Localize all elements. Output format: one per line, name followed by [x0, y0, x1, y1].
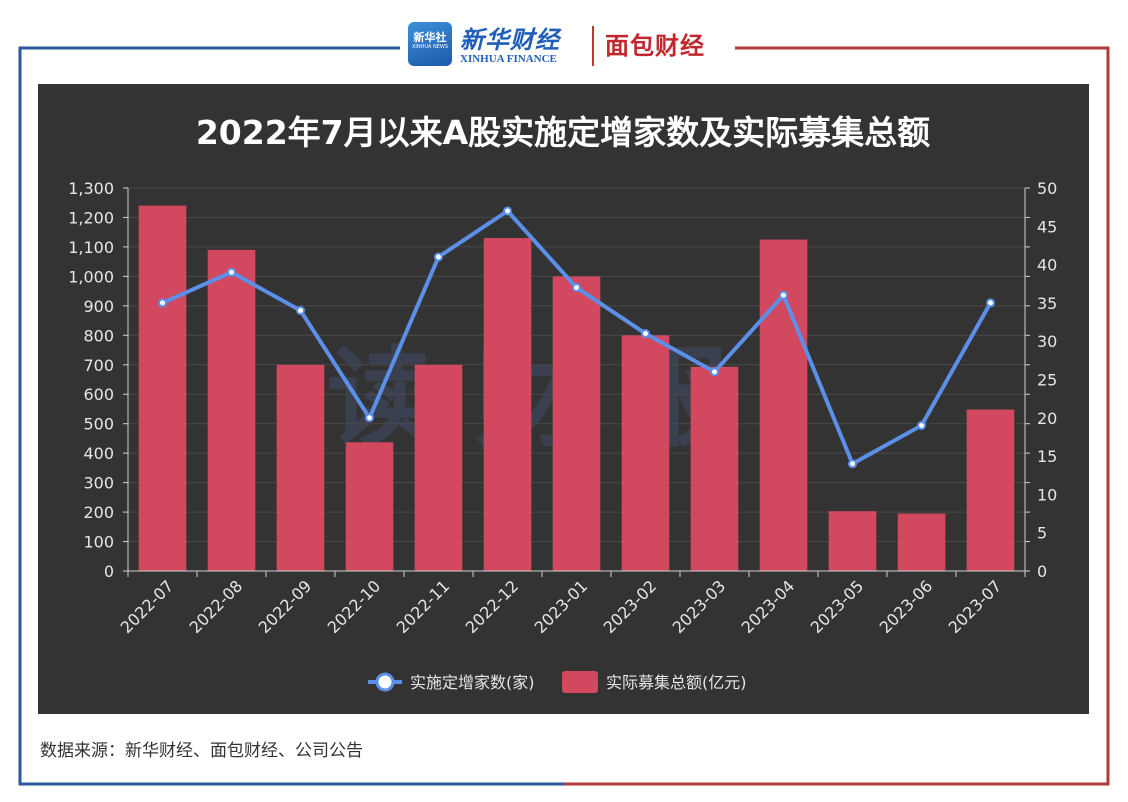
- badge-bottom-text: XINHUA NEWS: [411, 44, 449, 50]
- xinhua-finance-en: XINHUA FINANCE: [460, 53, 557, 65]
- right-axis-tick-label: 0: [1037, 562, 1047, 581]
- bar: [621, 335, 670, 571]
- mianbao-finance-logo: 面包财经: [605, 32, 705, 60]
- x-axis-tick-label: 2022-09: [255, 576, 316, 637]
- bar: [276, 364, 325, 571]
- left-axis-tick-label: 200: [83, 503, 114, 522]
- xinhua-finance-logo: 新华财经 XINHUA FINANCE: [460, 20, 580, 65]
- x-axis-tick-label: 2022-10: [324, 576, 385, 637]
- x-axis-tick-label: 2022-07: [117, 576, 178, 637]
- left-axis-tick-label: 100: [83, 533, 114, 552]
- x-axis-tick-label: 2022-11: [393, 576, 454, 637]
- line-point: [158, 298, 167, 308]
- x-axis-tick-label: 2023-01: [531, 576, 592, 637]
- bar: [483, 238, 532, 572]
- right-axis-tick-label: 45: [1037, 217, 1057, 236]
- left-axis-tick-label: 600: [83, 385, 114, 404]
- x-axis-tick-label: 2023-03: [669, 576, 730, 637]
- xinhua-finance-cn: 新华财经: [460, 25, 560, 54]
- header-logos: 新华社 XINHUA NEWS 新华财经 XINHUA FINANCE 面包财经: [400, 18, 735, 70]
- right-axis-tick-label: 25: [1037, 371, 1057, 390]
- line-point: [917, 420, 926, 430]
- left-axis-tick-label: 900: [83, 297, 114, 316]
- data-source-note: 数据来源：新华财经、面包财经、公司公告: [40, 741, 363, 761]
- line-point: [365, 413, 374, 423]
- bar: [897, 513, 946, 571]
- bar: [414, 364, 463, 571]
- bar: [828, 511, 877, 571]
- bar: [966, 409, 1015, 571]
- chart-title: 2022年7月以来A股实施定增家数及实际募集总额: [196, 113, 930, 152]
- legend-label-bar: 实际募集总额(亿元): [606, 673, 747, 692]
- bar: [207, 249, 256, 571]
- left-axis-tick-label: 1,100: [68, 238, 114, 257]
- right-axis-tick-label: 30: [1037, 332, 1057, 351]
- x-axis-tick-label: 2023-04: [738, 576, 799, 637]
- right-axis-tick-label: 20: [1037, 409, 1057, 428]
- right-axis-tick-label: 5: [1037, 524, 1047, 543]
- bar: [552, 276, 601, 571]
- left-axis-tick-label: 1,000: [68, 267, 114, 286]
- left-axis-tick-label: 300: [83, 474, 114, 493]
- left-axis-tick-label: 0: [104, 562, 114, 581]
- x-axis-tick-label: 2023-06: [876, 576, 937, 637]
- line-point: [848, 459, 857, 469]
- legend-bar-swatch: [562, 671, 598, 693]
- line-point: [434, 252, 443, 262]
- left-axis-tick-label: 1,300: [68, 179, 114, 198]
- x-axis-tick-label: 2023-07: [945, 576, 1006, 637]
- right-axis-tick-label: 10: [1037, 485, 1057, 504]
- x-axis-tick-label: 2023-02: [600, 576, 661, 637]
- line-point: [227, 267, 236, 277]
- bar: [690, 366, 739, 571]
- line-point: [296, 306, 305, 316]
- xinhua-news-badge: 新华社 XINHUA NEWS: [408, 22, 452, 66]
- left-axis-tick-label: 800: [83, 326, 114, 345]
- legend-label-line: 实施定增家数(家): [410, 673, 535, 692]
- left-axis-tick-label: 400: [83, 444, 114, 463]
- bar: [345, 442, 394, 571]
- left-axis-tick-label: 500: [83, 415, 114, 434]
- line-point: [779, 290, 788, 300]
- bar: [138, 205, 187, 571]
- line-point: [710, 367, 719, 377]
- x-axis-tick-label: 2023-05: [807, 576, 868, 637]
- x-axis-tick-label: 2022-12: [462, 576, 523, 637]
- badge-top-text: 新华社: [413, 31, 447, 44]
- line-point: [641, 329, 650, 339]
- legend-line-marker: [375, 672, 395, 692]
- right-axis-tick-label: 40: [1037, 256, 1057, 275]
- logo-divider: [592, 26, 594, 66]
- right-axis-tick-label: 50: [1037, 179, 1057, 198]
- bar: [759, 239, 808, 572]
- x-axis-tick-label: 2022-08: [186, 576, 247, 637]
- chart-svg: 读财报 2022年7月以来A股实施定增家数及实际募集总额 01002003004…: [68, 113, 1057, 693]
- chart-panel: 读财报 2022年7月以来A股实施定增家数及实际募集总额 0 100 200 300 4…: [38, 84, 1089, 714]
- right-axis-tick-label: 35: [1037, 294, 1057, 313]
- left-axis-tick-label: 1,200: [68, 208, 114, 227]
- left-axis-tick-label: 700: [83, 356, 114, 375]
- line-point: [986, 298, 995, 308]
- line-point: [572, 283, 581, 293]
- right-axis-tick-label: 15: [1037, 447, 1057, 466]
- line-point: [503, 206, 512, 216]
